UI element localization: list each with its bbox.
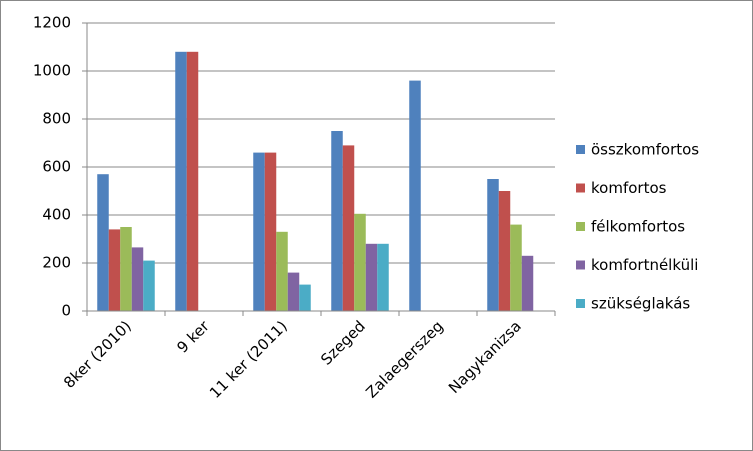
bar — [365, 243, 378, 311]
bar — [97, 174, 109, 311]
bar — [487, 179, 499, 311]
bar — [175, 51, 187, 312]
legend-label: félkomfortos — [591, 218, 685, 236]
legend-swatch — [576, 222, 585, 231]
bar — [276, 231, 288, 311]
legend-label: komfortos — [591, 179, 667, 197]
bar — [120, 227, 132, 311]
legend-swatch — [576, 299, 585, 308]
legend-label: összkomfortos — [591, 141, 699, 159]
legend-label: szükséglakás — [591, 295, 690, 313]
legend-swatch — [576, 183, 585, 193]
bar — [521, 255, 534, 311]
bar — [253, 152, 265, 311]
legend-label: komfortnélküli — [591, 256, 698, 274]
bar — [264, 152, 277, 311]
bar — [331, 131, 343, 311]
y-tick-label: 1200 — [33, 14, 71, 32]
bar — [409, 80, 421, 311]
y-tick-label: 800 — [42, 110, 71, 128]
bar — [510, 224, 522, 311]
y-tick-label: 200 — [42, 254, 71, 272]
legend-swatch — [576, 260, 585, 270]
y-tick-label: 0 — [61, 302, 71, 320]
bar — [108, 229, 121, 311]
y-tick-label: 1000 — [33, 62, 71, 80]
y-tick-label: 400 — [42, 206, 71, 224]
bar — [377, 243, 389, 311]
bar — [498, 191, 511, 311]
bar — [354, 213, 366, 311]
legend-swatch — [576, 145, 585, 154]
bar — [342, 145, 355, 311]
bar — [299, 284, 311, 311]
y-tick-label: 600 — [42, 158, 71, 176]
bar — [143, 260, 155, 311]
bar — [131, 247, 144, 311]
bar — [186, 51, 199, 312]
bar — [287, 272, 300, 311]
